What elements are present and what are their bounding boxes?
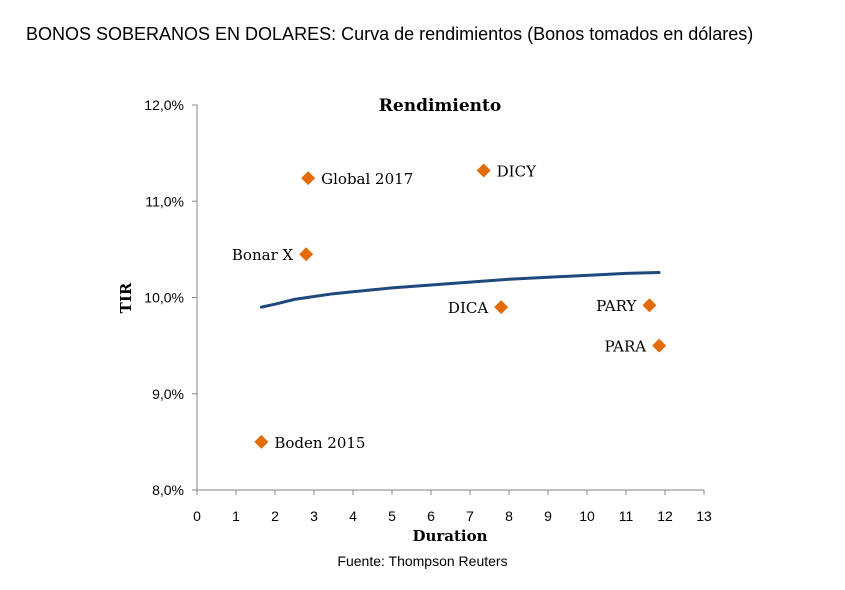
data-point-marker (254, 434, 269, 449)
x-tick-label: 3 (310, 508, 318, 524)
trend-curve-layer (259, 271, 661, 309)
y-tick-label: 12,0% (144, 97, 184, 113)
data-point-marker (642, 298, 657, 313)
x-tick-label: 9 (544, 508, 552, 524)
y-tick-label: 8,0% (152, 482, 184, 498)
x-tick-label: 0 (193, 508, 201, 524)
data-point-label: Bonar X (232, 246, 294, 264)
data-point-label: PARA (604, 338, 646, 356)
x-tick-label: 8 (505, 508, 513, 524)
page-title: BONOS SOBERANOS EN DOLARES: Curva de ren… (26, 24, 754, 44)
data-point-label: DICY (497, 162, 537, 180)
data-point-marker (652, 338, 667, 353)
x-axis-label: Duration (412, 527, 487, 545)
y-tick-label: 9,0% (152, 386, 184, 402)
axes: 0 1 2 3 4 5 6 7 8 9 10 11 12 138,0%9,0%10,0%11,0%12,0… (144, 97, 712, 524)
x-tick-label: 6 (427, 508, 435, 524)
data-point-label: Global 2017 (321, 170, 413, 188)
data-point-marker (494, 300, 509, 315)
x-tick-label: 13 (696, 508, 712, 524)
data-point-label: PARY (596, 297, 637, 315)
x-tick-label: 2 (271, 508, 279, 524)
chart-title: Rendimiento (379, 96, 501, 116)
x-tick-label: 7 (466, 508, 474, 524)
y-tick-label: 10,0% (144, 290, 184, 306)
y-tick-label: 11,0% (145, 193, 184, 209)
x-tick-label: 5 (388, 508, 396, 524)
data-point-label: DICA (448, 299, 488, 317)
x-tick-label: 11 (619, 508, 634, 524)
data-point-marker (476, 163, 491, 178)
y-axis-label: TIR (117, 282, 135, 313)
x-tick-label: 10 (579, 508, 595, 524)
x-tick-label: 4 (349, 508, 357, 524)
x-tick-label: 1 (232, 508, 240, 524)
trend-curve (259, 271, 661, 309)
data-point-marker (301, 171, 316, 186)
source-note: Fuente: Thompson Reuters (337, 553, 508, 569)
points-layer: Global 2017 DICY Bonar X DICA PARY PARA Boden … (232, 162, 667, 452)
data-point-label: Boden 2015 (274, 434, 365, 452)
x-tick-label: 12 (657, 508, 673, 524)
data-point-marker (299, 247, 314, 262)
